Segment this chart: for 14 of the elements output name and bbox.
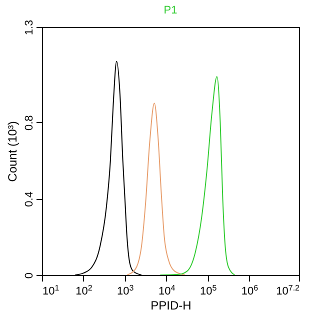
x-tick-label: 10$^{4}$ xyxy=(158,283,176,298)
x-tick-label: 10$^{7.2}$ xyxy=(276,283,300,298)
x-axis-title: PPID-H xyxy=(150,298,192,312)
x-tick-label: 10$^{5}$ xyxy=(200,283,218,298)
x-tick-label: 10$^{1}$ xyxy=(42,283,60,298)
chart-title: P1 xyxy=(164,4,178,16)
y-tick-label: 1.3 xyxy=(24,20,36,36)
y-tick-label: 0.8 xyxy=(24,115,36,131)
x-tick-label: 10$^{6}$ xyxy=(241,283,259,298)
y-axis-title: Count (10³) xyxy=(6,121,20,182)
x-tick-label: 10$^{2}$ xyxy=(76,283,93,298)
y-tick-label: 0 xyxy=(24,272,36,279)
x-tick-label: 10$^{3}$ xyxy=(117,283,134,298)
y-tick-label: 0.4 xyxy=(24,192,36,207)
